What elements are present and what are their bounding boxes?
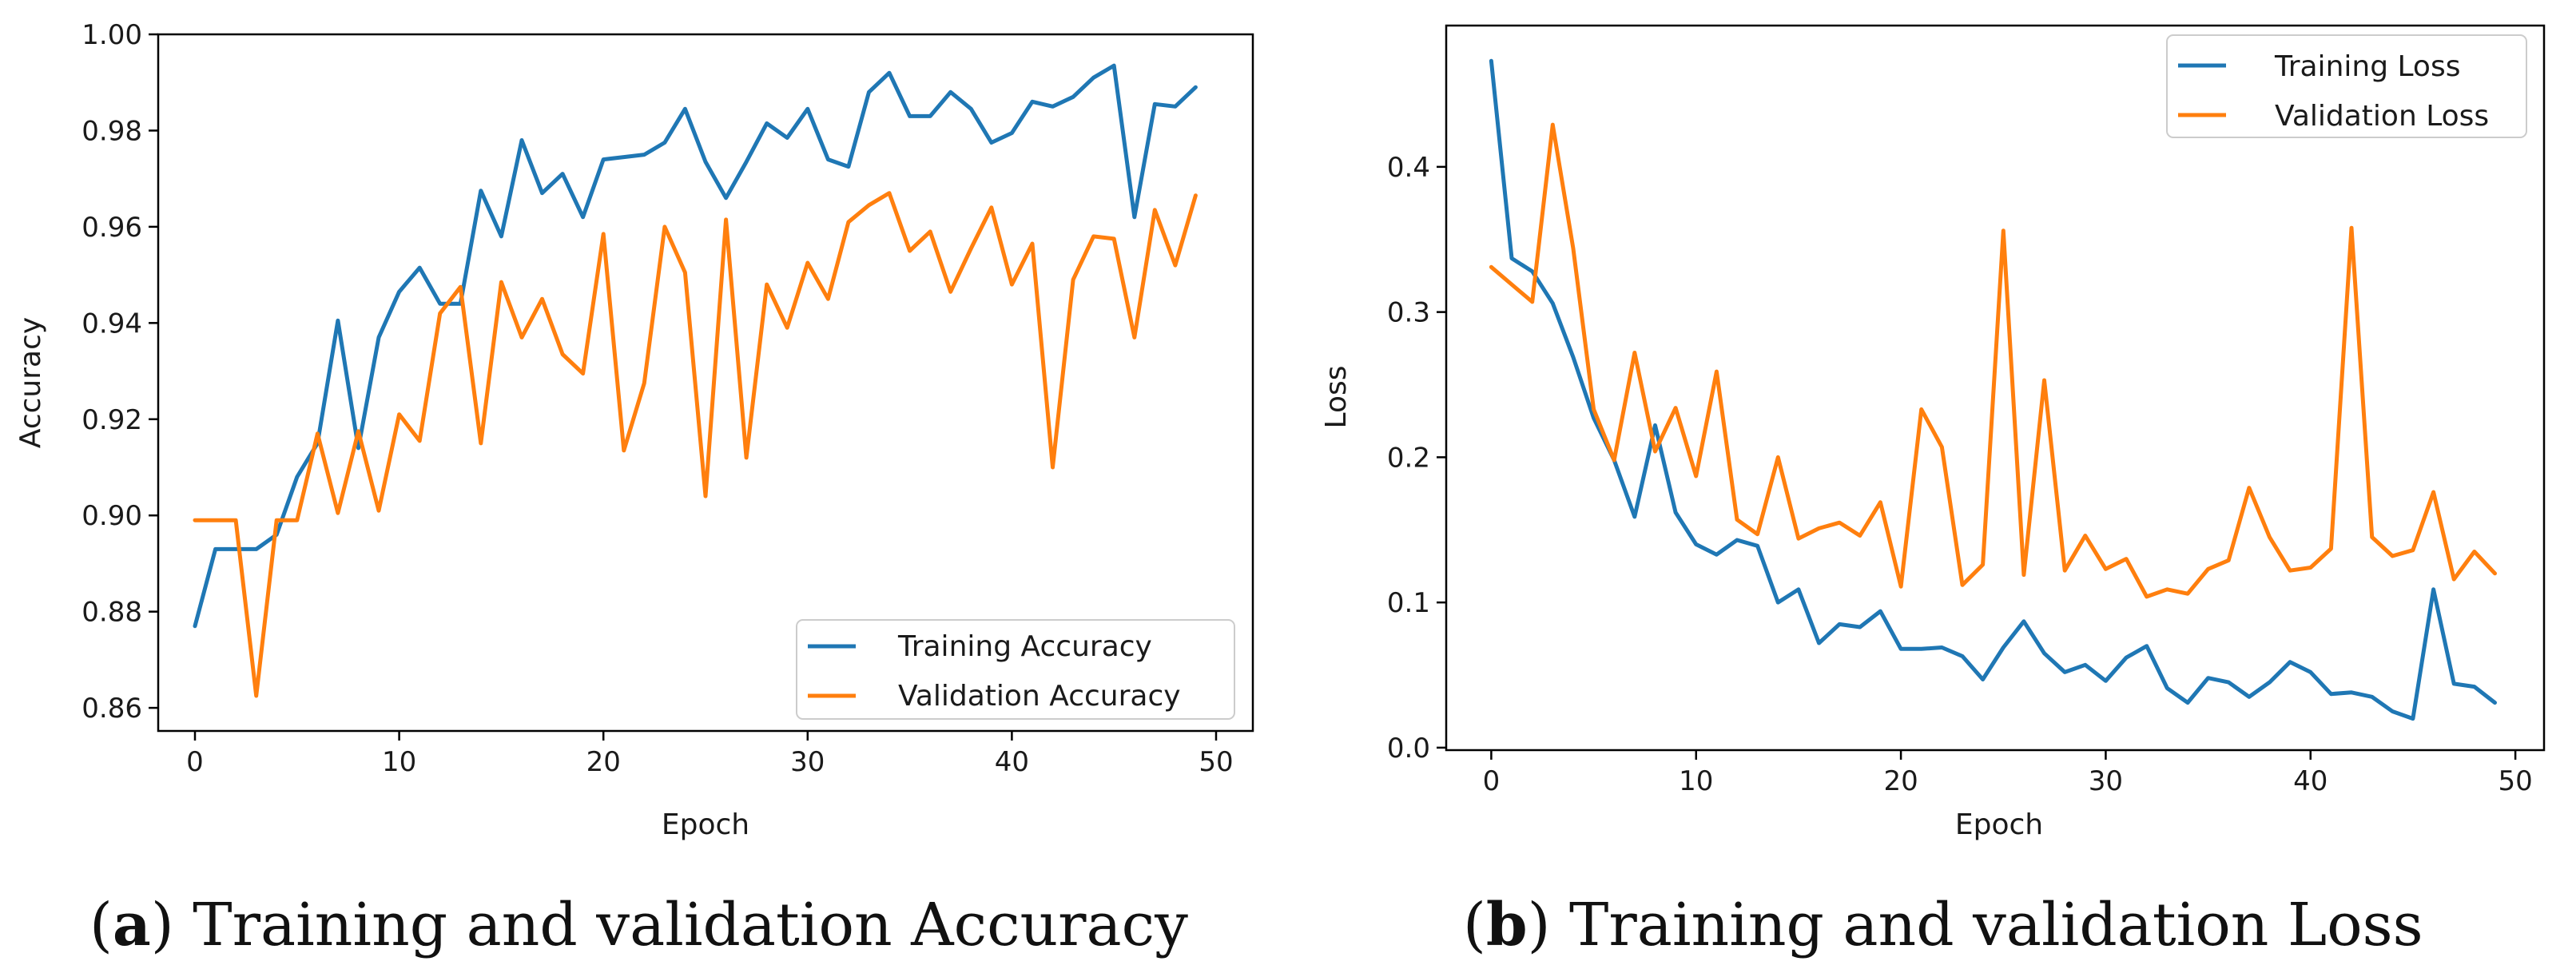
accuracy-legend: Training Accuracy Validation Accuracy xyxy=(796,619,1235,720)
accuracy-y-tick-label: 1.00 xyxy=(81,19,142,51)
loss-y-tick-label: 0.2 xyxy=(1387,442,1430,474)
loss-legend: Training Loss Validation Loss xyxy=(2166,34,2527,138)
loss-x-tick-label: 10 xyxy=(1679,765,1713,797)
loss-y-tick-label: 0.1 xyxy=(1387,587,1430,619)
accuracy-x-tick-label: 50 xyxy=(1199,746,1233,778)
caption-a-letter: a xyxy=(113,891,151,959)
caption-b: (b) Training and validation Loss xyxy=(1463,891,2423,959)
accuracy-chart: 0 10 20 30 40 50 0.86 0.88 0.90 0.92 0.94 0.96 0.98 1… xyxy=(14,19,1254,841)
loss-validation-line xyxy=(1489,122,2497,599)
accuracy-y-tick-label: 0.98 xyxy=(81,115,142,147)
loss-y-axis-label: Loss xyxy=(1320,366,1353,429)
accuracy-x-tick-label: 40 xyxy=(995,746,1029,778)
accuracy-series xyxy=(193,63,1198,698)
loss-legend-validation-label: Validation Loss xyxy=(2275,100,2489,133)
loss-series xyxy=(1489,58,2497,721)
loss-chart: 0 10 20 30 40 50 0.0 0.1 0.2 0.3 0.4 Epoch Loss Tr… xyxy=(1320,24,2546,841)
loss-x-tick-label: 50 xyxy=(2498,765,2532,797)
loss-ticks: 0 10 20 30 40 50 0.0 0.1 0.2 0.3 0.4 xyxy=(1387,152,2533,797)
caption-a: (a) Training and validation Accuracy xyxy=(89,891,1188,959)
accuracy-y-tick-label: 0.96 xyxy=(81,212,142,244)
loss-x-tick-label: 0 xyxy=(1483,765,1501,797)
caption-a-text: Training and validation Accuracy xyxy=(193,891,1188,959)
loss-x-tick-label: 30 xyxy=(2089,765,2123,797)
loss-y-tick-label: 0.4 xyxy=(1387,152,1430,184)
accuracy-y-tick-label: 0.90 xyxy=(81,500,142,532)
accuracy-x-tick-label: 30 xyxy=(790,746,825,778)
accuracy-legend-training-label: Training Accuracy xyxy=(897,630,1152,663)
accuracy-ticks: 0 10 20 30 40 50 0.86 0.88 0.90 0.92 0.94 0.96 0.98 1… xyxy=(81,19,1233,778)
accuracy-training-line xyxy=(193,63,1198,629)
loss-x-axis-label: Epoch xyxy=(1955,808,2043,841)
loss-legend-training-label: Training Loss xyxy=(2274,50,2460,83)
accuracy-x-axis-label: Epoch xyxy=(662,808,749,841)
loss-legend-box xyxy=(2166,34,2527,138)
accuracy-plot-frame xyxy=(157,33,1254,733)
accuracy-y-tick-label: 0.88 xyxy=(81,597,142,629)
accuracy-y-axis-label: Accuracy xyxy=(14,317,47,448)
accuracy-validation-line xyxy=(193,191,1198,698)
accuracy-legend-box xyxy=(796,619,1235,720)
accuracy-x-tick-label: 0 xyxy=(186,746,204,778)
loss-x-tick-label: 40 xyxy=(2293,765,2328,797)
loss-plot-frame xyxy=(1445,24,2546,752)
caption-b-text: Training and validation Loss xyxy=(1569,891,2423,959)
accuracy-y-tick-label: 0.94 xyxy=(81,308,142,340)
caption-b-letter: b xyxy=(1486,891,1528,959)
accuracy-y-tick-label: 0.86 xyxy=(81,693,142,725)
accuracy-legend-validation-label: Validation Accuracy xyxy=(898,680,1181,713)
accuracy-x-tick-label: 20 xyxy=(586,746,621,778)
loss-y-tick-label: 0.3 xyxy=(1387,297,1430,329)
loss-y-tick-label: 0.0 xyxy=(1387,733,1430,765)
accuracy-y-tick-label: 0.92 xyxy=(81,404,142,436)
loss-x-tick-label: 20 xyxy=(1883,765,1918,797)
accuracy-x-tick-label: 10 xyxy=(382,746,416,778)
